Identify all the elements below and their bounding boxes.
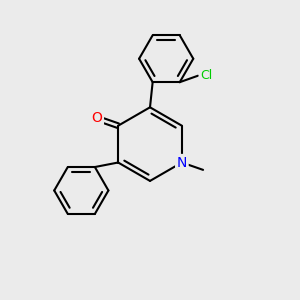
Text: Cl: Cl	[200, 69, 212, 82]
Text: O: O	[92, 111, 102, 125]
Text: N: N	[177, 155, 187, 170]
